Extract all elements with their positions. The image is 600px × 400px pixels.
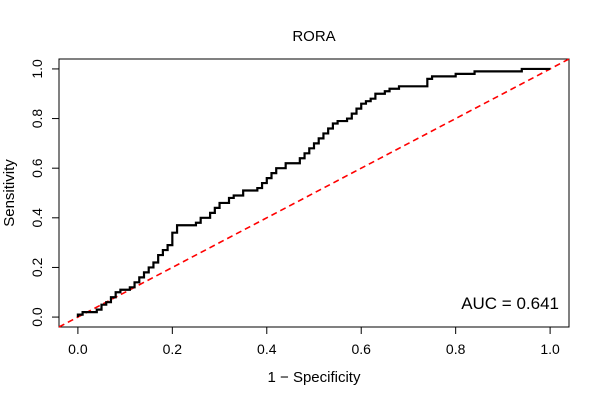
x-tick-label: 0.2 [163,341,183,357]
x-tick-label: 0.6 [351,341,371,357]
y-tick-label: 0.2 [29,257,45,277]
x-axis-label: 1 − Specificity [268,369,361,386]
chart-title: RORA [292,28,335,45]
auc-annotation: AUC = 0.641 [461,294,559,313]
y-tick-label: 0.8 [29,109,45,129]
reference-line [58,58,570,328]
x-tick-label: 0.4 [257,341,277,357]
reference-line-layer [58,58,570,328]
y-axis-label: Sensitivity [1,159,18,227]
x-axis: 0.0 0.2 0.4 0.6 0.8 1.0 [68,326,560,357]
roc-curve-layer [76,67,551,318]
y-tick-label: 0.6 [29,158,45,178]
y-tick-label: 0.4 [29,208,45,228]
x-tick-label: 0.0 [68,341,88,357]
y-axis: 0.0 0.2 0.4 0.6 0.8 1.0 [29,59,60,327]
x-tick-label: 1.0 [540,341,560,357]
x-tick-label: 0.8 [446,341,466,357]
roc-curve [76,67,551,318]
y-tick-label: 1.0 [29,59,45,79]
y-tick-label: 0.0 [29,307,45,327]
